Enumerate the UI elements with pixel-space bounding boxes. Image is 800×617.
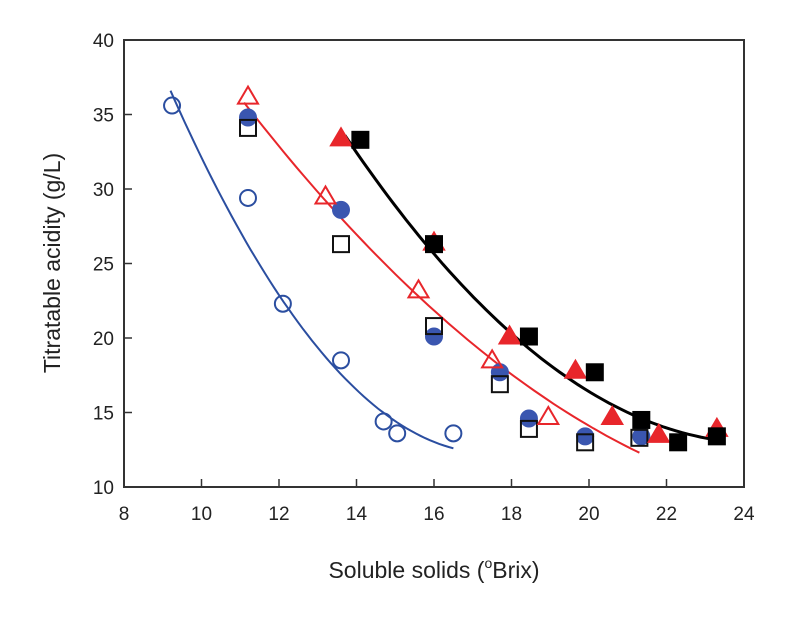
filled-circle-point <box>576 427 595 446</box>
open-triangle-point <box>406 278 431 299</box>
filled-triangle-point <box>497 324 522 345</box>
x-tick-label: 22 <box>656 504 677 525</box>
open-square-point <box>425 317 443 336</box>
y-tick-label: 40 <box>93 31 114 52</box>
filled-triangle-point <box>647 422 671 443</box>
open-triangle-point <box>236 84 260 105</box>
filled-square-point <box>707 427 726 446</box>
black-fit <box>343 134 714 441</box>
open-circle-point <box>332 351 350 370</box>
filled-circle-point <box>239 108 257 127</box>
y-tick-label: 20 <box>93 329 114 350</box>
filled-triangle-point <box>600 404 624 425</box>
x-tick-label: 20 <box>578 504 599 525</box>
open-square-point <box>576 433 595 452</box>
filled-triangle-point <box>329 126 353 147</box>
x-tick-label: 8 <box>119 504 130 525</box>
y-tick-label: 10 <box>93 478 114 499</box>
x-tick-label: 16 <box>423 504 444 525</box>
open-circle-point <box>239 188 257 207</box>
open-square-point <box>630 428 649 447</box>
filled-square-point <box>519 327 538 346</box>
open-square-point <box>519 419 538 438</box>
y-tick-label: 35 <box>93 106 114 127</box>
open-square-point <box>239 118 257 137</box>
open-triangle-point <box>536 404 561 425</box>
filled-square-point <box>351 130 370 149</box>
y-tick-label: 25 <box>93 255 114 276</box>
red-fit <box>243 101 640 454</box>
filled-triangle-point <box>563 358 588 379</box>
y-tick-label: 30 <box>93 180 114 201</box>
open-triangle-point <box>313 184 338 205</box>
x-tick-label: 12 <box>268 504 289 525</box>
filled-square-point <box>425 235 443 254</box>
x-axis-title: Soluble solids (oBrix) <box>328 555 539 583</box>
x-axis-title-sup: o <box>484 555 492 571</box>
open-circle-point <box>388 424 407 443</box>
filled-square-point <box>669 433 688 452</box>
blue-fit <box>169 90 454 450</box>
filled-square-point <box>585 363 604 382</box>
open-circle-point <box>273 294 292 313</box>
x-tick-label: 18 <box>501 504 522 525</box>
open-circle-point <box>163 96 182 115</box>
open-triangle-point <box>480 348 504 369</box>
x-axis-title-end: Brix) <box>492 557 539 583</box>
open-circle-point <box>374 412 393 431</box>
open-square-point <box>332 235 350 254</box>
filled-circle-point <box>519 409 538 428</box>
open-square-point <box>490 375 509 394</box>
x-tick-label: 10 <box>191 504 212 525</box>
x-tick-label: 14 <box>346 504 368 525</box>
y-tick-label: 15 <box>93 404 114 425</box>
filled-square-point <box>632 410 651 429</box>
y-axis-title: Titratable acidity (g/L) <box>39 153 65 373</box>
plot-frame <box>123 39 745 488</box>
x-axis-title-main: Soluble solids ( <box>328 557 484 583</box>
filled-circle-point <box>332 200 350 219</box>
open-circle-point <box>444 424 463 443</box>
x-tick-label: 24 <box>733 504 755 525</box>
filled-circle-point <box>425 327 443 346</box>
